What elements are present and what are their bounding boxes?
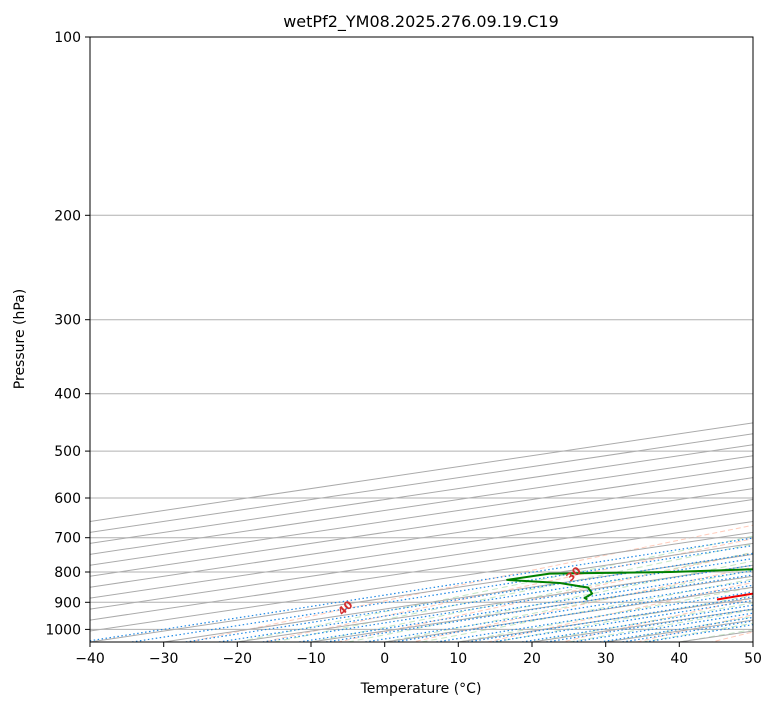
x-tick-label: −10 [296, 651, 326, 667]
x-tick-label: −40 [75, 651, 105, 667]
isotherm-line [90, 455, 753, 555]
isotherm-line [90, 520, 753, 621]
isotherm-line [90, 531, 753, 632]
x-tick-label: 10 [449, 651, 467, 667]
y-axis-label: Pressure (hPa) [12, 289, 28, 389]
isotherm-line [90, 509, 753, 610]
chart-title: wetPf2_YM08.2025.276.09.19.C19 [283, 12, 559, 32]
dry-adiabats [188, 524, 753, 642]
x-tick-label: 40 [670, 651, 688, 667]
y-tick-label: 200 [54, 208, 81, 224]
x-axis-ticks: −40 −30 −20 −10 0 10 20 30 40 50 [75, 642, 762, 667]
x-tick-label: 30 [597, 651, 615, 667]
y-tick-label: 100 [54, 30, 81, 46]
mixing-ratio-lines [90, 537, 753, 642]
moist-adiabats [237, 535, 753, 642]
x-axis-label: Temperature (°C) [360, 681, 482, 697]
x-tick-label: 0 [380, 651, 389, 667]
isotherm-line [90, 444, 753, 544]
isotherm-line [90, 466, 753, 566]
isotherm-line [90, 477, 753, 577]
x-tick-label: 50 [744, 651, 762, 667]
mixing-ratio-line [299, 570, 753, 642]
y-axis-ticks: 100 200 300 400 500 600 700 800 900 1000 [45, 30, 90, 638]
dry-adiabat-line [188, 524, 753, 642]
y-tick-label: 800 [54, 565, 81, 581]
x-tick-label: 20 [523, 651, 541, 667]
y-tick-label: 500 [54, 444, 81, 460]
plot-frame [89, 36, 754, 643]
y-tick-label: 1000 [45, 622, 81, 638]
y-tick-label: 900 [54, 595, 81, 611]
mixing-ratio-line [326, 574, 753, 642]
y-tick-label: 700 [54, 531, 81, 547]
moist-adiabat-line [237, 535, 753, 642]
y-tick-label: 400 [54, 387, 81, 403]
mixing-ratio-line [262, 564, 753, 642]
x-tick-label: −20 [223, 651, 253, 667]
y-tick-label: 300 [54, 313, 81, 329]
isotherms [90, 422, 753, 642]
isotherm-line [90, 499, 753, 599]
isotherm-line [90, 488, 753, 588]
y-tick-label: 600 [54, 491, 81, 507]
x-tick-label: −30 [149, 651, 179, 667]
mixing-ratio-line [365, 580, 753, 642]
